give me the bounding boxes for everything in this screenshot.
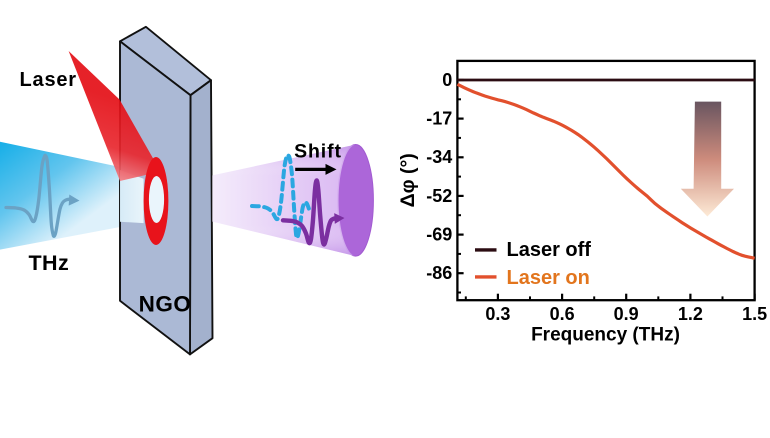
svg-text:-52: -52 xyxy=(426,186,452,206)
svg-text:0.6: 0.6 xyxy=(550,304,575,324)
svg-text:Δφ (°): Δφ (°) xyxy=(397,153,419,207)
svg-text:Laser: Laser xyxy=(20,69,77,91)
svg-text:-34: -34 xyxy=(426,147,452,167)
svg-text:0: 0 xyxy=(442,70,452,90)
svg-text:Laser off: Laser off xyxy=(507,239,592,261)
svg-text:-17: -17 xyxy=(426,109,452,129)
svg-text:-69: -69 xyxy=(426,225,452,245)
svg-text:1.2: 1.2 xyxy=(678,304,703,324)
svg-text:NGO: NGO xyxy=(139,291,192,316)
svg-text:Shift: Shift xyxy=(294,140,342,162)
svg-text:Laser on: Laser on xyxy=(507,267,590,289)
svg-text:0.3: 0.3 xyxy=(485,304,510,324)
svg-text:-86: -86 xyxy=(426,263,452,283)
svg-text:Frequency (THz): Frequency (THz) xyxy=(531,325,680,346)
svg-text:1.5: 1.5 xyxy=(742,304,767,324)
svg-text:THz: THz xyxy=(29,251,70,275)
svg-text:0.9: 0.9 xyxy=(614,304,639,324)
